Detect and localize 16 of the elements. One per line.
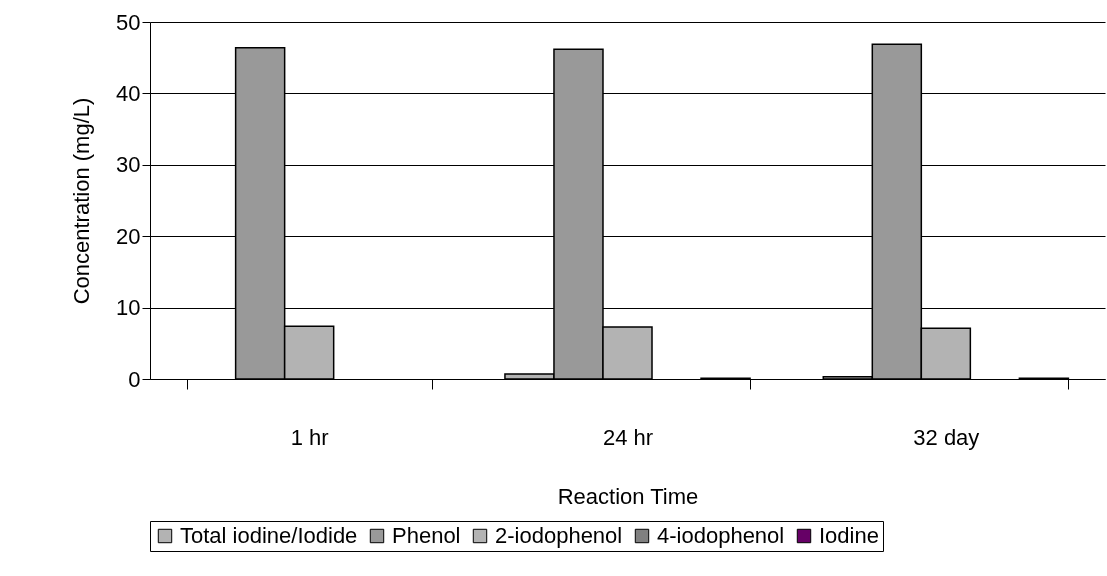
y-tick-label: 20 (116, 223, 141, 249)
y-tick-label: 10 (116, 295, 141, 321)
y-tick-label: 40 (116, 80, 141, 106)
x-axis-title: Reaction Time (557, 483, 699, 509)
y-tick-label: 0 (128, 366, 141, 392)
y-tick-label: 30 (116, 152, 141, 178)
legend-label: 4-iodophenol (657, 523, 785, 548)
legend-label: Iodine (819, 523, 879, 548)
y-tick-label: 50 (116, 9, 141, 35)
x-tick-label: 32 day (913, 424, 980, 450)
legend-label: Total iodine/Iodide (180, 523, 358, 548)
x-tick-label: 1 hr (290, 424, 329, 450)
x-tick-label: 24 hr (602, 424, 654, 450)
legend-label: Phenol (392, 523, 461, 548)
y-axis-title: Concentration (mg/L) (69, 97, 95, 305)
legend-label: 2-iodophenol (495, 523, 623, 548)
